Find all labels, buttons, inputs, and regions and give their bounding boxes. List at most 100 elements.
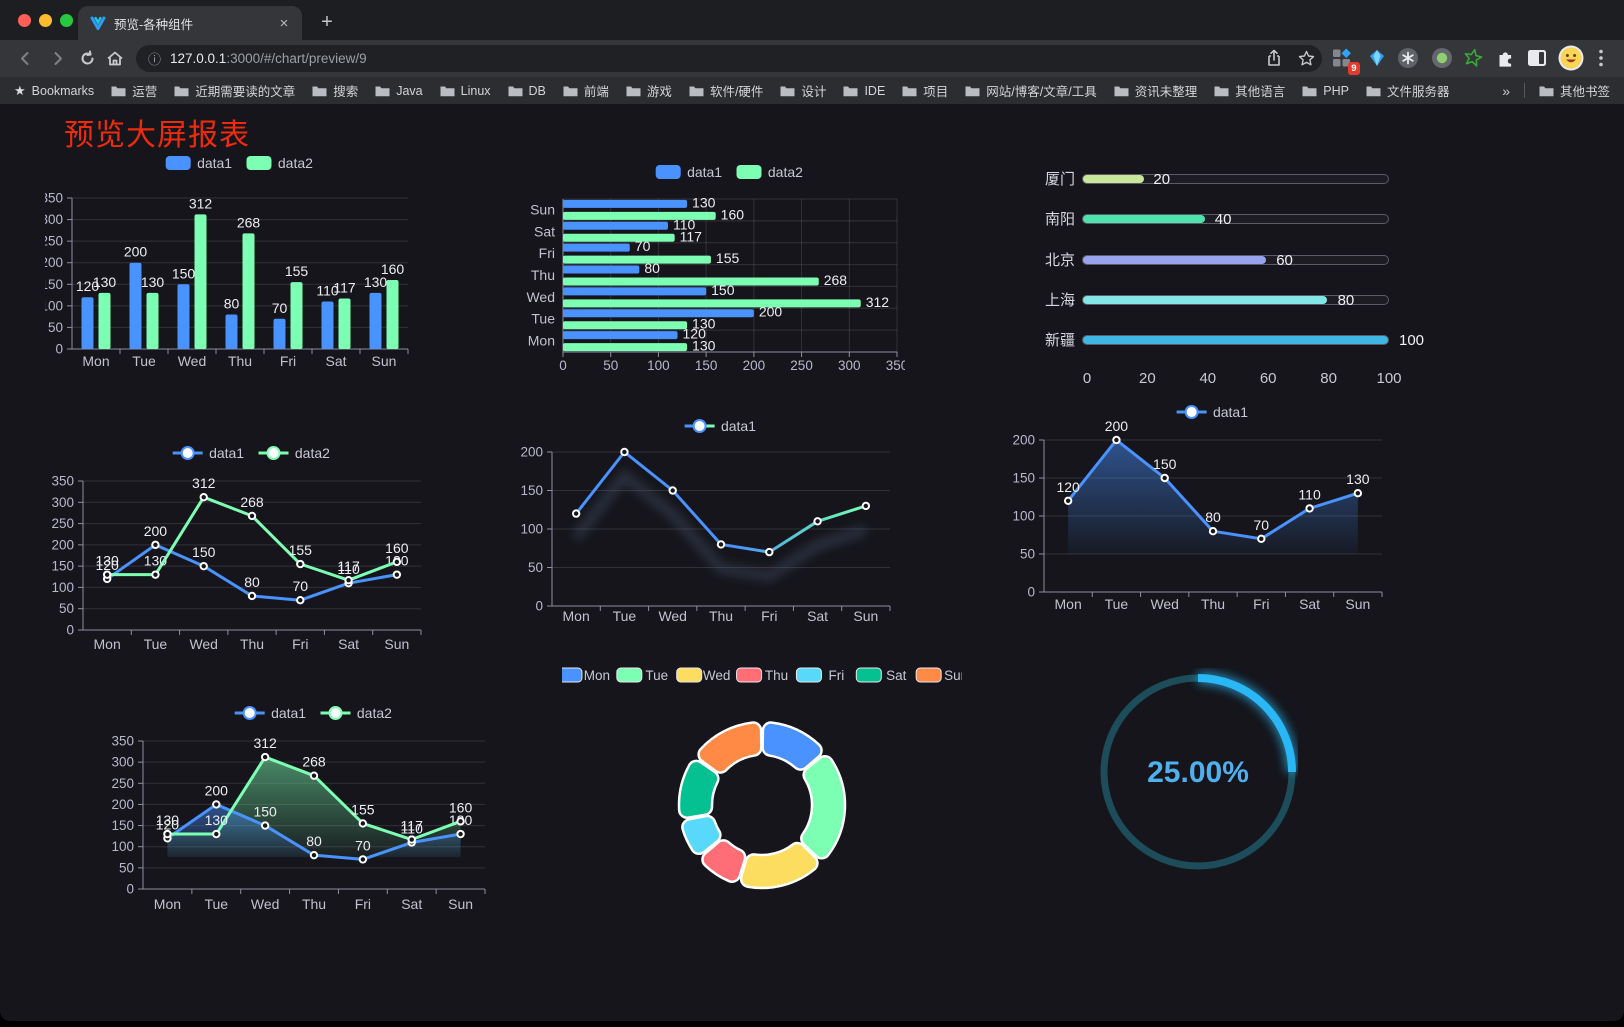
progress-value: 40 xyxy=(1214,211,1232,228)
bookmark-folder[interactable]: PHP xyxy=(1302,81,1349,100)
bookmark-folder[interactable]: 软件/硬件 xyxy=(689,81,763,100)
refresh-button[interactable] xyxy=(74,45,100,71)
svg-text:25.00%: 25.00% xyxy=(1147,756,1249,789)
window-zoom-button[interactable] xyxy=(60,14,73,27)
svg-text:300: 300 xyxy=(45,212,63,227)
bookmark-folder[interactable]: 项目 xyxy=(902,81,948,100)
city-progress-chart[interactable]: 厦门 20 南阳 40 北京 60 上海 80 新疆 100 0 20 40 60 80 100 xyxy=(1030,155,1424,395)
bookmarks-bar: ★ Bookmarks 运营 近期需要读的文章 搜索 Java Linux DB 前端 游戏软… xyxy=(0,77,1624,104)
extension-green-star-icon[interactable] xyxy=(1459,44,1487,72)
other-bookmarks-folder[interactable]: 其他书签 xyxy=(1539,81,1610,100)
extensions-puzzle-icon[interactable] xyxy=(1491,44,1519,72)
svg-text:150: 150 xyxy=(1012,471,1035,486)
window-minimize-button[interactable] xyxy=(39,14,52,27)
back-button[interactable] xyxy=(12,45,38,71)
bookmark-folder[interactable]: 游戏 xyxy=(626,81,672,100)
svg-text:50: 50 xyxy=(603,358,618,373)
folder-icon xyxy=(843,86,858,96)
bookmark-folder[interactable]: 设计 xyxy=(780,81,826,100)
svg-text:200: 200 xyxy=(51,537,74,552)
donut-chart[interactable]: Mon Tue Wed Thu Fri Sat Sun xyxy=(556,662,968,899)
double-area-chart[interactable]: data1 data2 0 50 100 150 200 250 300 350 Mon Tue Wed… xyxy=(100,700,500,925)
horizontal-bar-chart[interactable]: data1 data2 0 50 100 150 200 250 300 350 Mon Tue Wed… xyxy=(505,150,908,385)
bookmark-folder[interactable]: 前端 xyxy=(563,81,609,100)
info-icon[interactable]: ⓘ xyxy=(148,52,162,67)
bookmark-folder[interactable]: DB xyxy=(508,81,546,100)
svg-text:50: 50 xyxy=(119,860,134,875)
bookmark-folder[interactable]: 网站/博客/文章/工具 xyxy=(965,81,1097,100)
extension-tampermonkey-icon[interactable]: 9 xyxy=(1328,44,1360,75)
svg-text:300: 300 xyxy=(111,755,134,770)
svg-text:155: 155 xyxy=(285,263,309,279)
svg-text:110: 110 xyxy=(316,283,339,299)
home-button[interactable] xyxy=(102,45,128,71)
new-tab-button[interactable]: + xyxy=(321,11,333,33)
bookmark-folder[interactable]: 资讯未整理 xyxy=(1114,81,1197,100)
svg-text:Fri: Fri xyxy=(355,896,371,912)
svg-text:110: 110 xyxy=(673,216,696,232)
svg-text:Wed: Wed xyxy=(189,636,218,652)
svg-text:Sat: Sat xyxy=(886,668,907,683)
svg-text:70: 70 xyxy=(635,238,651,254)
extension-gem-icon[interactable] xyxy=(1363,44,1391,72)
bookmark-folder[interactable]: 文件服务器 xyxy=(1366,81,1449,100)
url-bar[interactable]: ⓘ 127.0.0.1:3000/#/chart/preview/9 xyxy=(136,45,1322,72)
svg-text:Thu: Thu xyxy=(1201,596,1225,612)
extension-command-icon[interactable] xyxy=(1394,44,1422,72)
bookmark-folder[interactable]: 近期需要读的文章 xyxy=(174,81,295,100)
svg-text:Wed: Wed xyxy=(526,289,555,305)
svg-text:250: 250 xyxy=(790,358,813,373)
svg-text:Fri: Fri xyxy=(280,353,296,369)
svg-text:Sun: Sun xyxy=(1345,596,1370,612)
svg-text:data1: data1 xyxy=(271,705,306,721)
forward-button[interactable] xyxy=(44,45,70,71)
svg-text:200: 200 xyxy=(205,782,229,798)
extension-record-icon[interactable] xyxy=(1428,44,1456,72)
gauge-chart-canvas: 25.00% xyxy=(1100,672,1298,870)
svg-text:200: 200 xyxy=(1012,433,1035,448)
browser-toolbar: ⓘ 127.0.0.1:3000/#/chart/preview/9 9 xyxy=(0,40,1624,77)
svg-text:110: 110 xyxy=(337,561,360,577)
svg-text:120: 120 xyxy=(76,278,100,294)
bookmark-star-icon[interactable] xyxy=(1293,45,1319,71)
progress-row-label: 厦门 xyxy=(1044,171,1075,188)
svg-text:data1: data1 xyxy=(197,155,232,171)
browser-tab[interactable]: 预览-各种组件 × xyxy=(78,6,302,40)
bookmark-folder[interactable]: IDE xyxy=(843,81,885,100)
svg-text:Fri: Fri xyxy=(828,668,844,683)
share-icon[interactable] xyxy=(1261,45,1287,71)
bar-chart[interactable]: data1 data2 0 50 100 150 200 250 300 350 Mon Tue Wed… xyxy=(40,150,445,385)
axis-tick-label: 40 xyxy=(1199,370,1217,387)
svg-text:0: 0 xyxy=(66,623,74,638)
svg-text:130: 130 xyxy=(205,812,229,828)
area-chart[interactable]: data1 0 50 100 150 200 Mon Tue Wed Thu Fri Sat Sun 12… xyxy=(985,400,1385,620)
gauge-chart[interactable]: 25.00% xyxy=(1098,668,1298,885)
svg-text:Sat: Sat xyxy=(401,896,422,912)
svg-text:Sat: Sat xyxy=(534,223,555,239)
gradient-line-chart[interactable]: data1 0 50 100 150 200 Mon Tue Wed Thu Fri Sat Sun xyxy=(505,413,905,633)
svg-text:150: 150 xyxy=(51,559,74,574)
svg-text:150: 150 xyxy=(172,265,196,281)
sidebar-toggle-icon[interactable] xyxy=(1523,44,1551,72)
bookmark-folder[interactable]: 搜索 xyxy=(312,81,358,100)
progress-fill xyxy=(1083,175,1144,183)
svg-text:Tue: Tue xyxy=(132,353,156,369)
bookmarks-overflow-chevron[interactable]: » xyxy=(1502,82,1510,99)
bookmarks-manager-item[interactable]: ★ Bookmarks xyxy=(14,83,94,99)
tab-close-icon[interactable]: × xyxy=(279,14,289,32)
svg-text:150: 150 xyxy=(45,277,63,292)
bookmark-folder[interactable]: Java xyxy=(375,81,423,100)
line-chart[interactable]: data1 data2 0 50 100 150 200 250 300 350 Mon Tue Wed… xyxy=(40,440,440,665)
browser-menu-icon[interactable] xyxy=(1591,44,1611,72)
folder-icon xyxy=(312,86,327,96)
svg-text:130: 130 xyxy=(364,274,388,290)
profile-avatar[interactable] xyxy=(1557,44,1585,72)
folder-icon xyxy=(375,86,390,96)
folder-icon xyxy=(1302,86,1317,96)
bookmark-folder[interactable]: 运营 xyxy=(111,81,157,100)
progress-fill xyxy=(1083,296,1327,304)
bookmark-folder[interactable]: Linux xyxy=(440,81,491,100)
window-close-button[interactable] xyxy=(18,14,31,27)
bookmark-folder[interactable]: 其他语言 xyxy=(1214,81,1285,100)
svg-text:160: 160 xyxy=(449,799,473,815)
